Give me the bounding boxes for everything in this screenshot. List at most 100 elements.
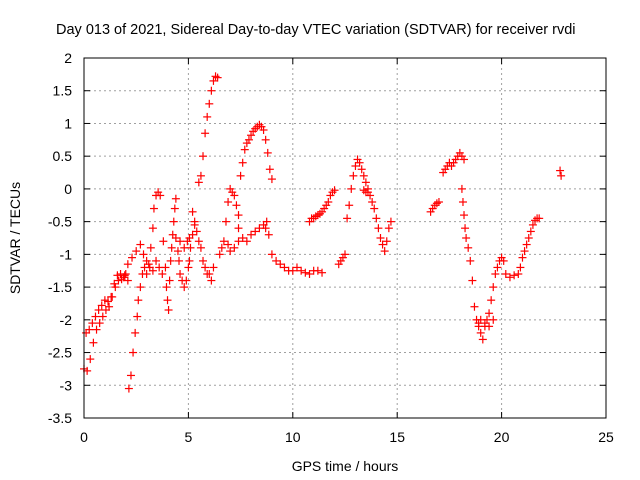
data-point [324,198,333,206]
data-point [165,276,174,285]
data-point [330,186,339,195]
data-point [123,276,132,285]
data-point [213,73,222,82]
data-point [355,158,364,167]
data-point [251,227,260,236]
data-point [510,271,519,280]
data-point [224,198,233,206]
data-point [129,348,138,357]
y-tick-label: -3 [60,377,73,393]
x-tick-label: 15 [389,429,405,445]
data-point [91,312,100,321]
data-point [263,148,272,157]
data-point [359,171,368,180]
data-point [526,227,535,236]
data-point [357,165,366,174]
data-point [318,268,327,277]
data-point [244,135,253,144]
data-point [215,250,224,259]
data-point [226,247,235,256]
data-point [349,171,358,180]
data-point [368,198,377,206]
data-point [345,201,354,210]
y-tick-label: -1.5 [48,279,72,295]
data-point [185,256,194,265]
data-point [128,253,137,262]
data-point [267,175,276,184]
data-point [351,162,360,170]
x-tick-label: 20 [494,429,510,445]
data-point [190,217,199,226]
data-point [288,266,297,275]
tick-labels: 0 5 10 15 20 25 -3.5 -3 -2.5 -2 -1.5 -1 -0.5 0 0.5 1 1.5… [48,50,614,445]
data-point [305,270,314,278]
x-tick-label: 10 [285,429,301,445]
data-point [234,224,243,233]
data-point [131,328,140,337]
data-point [347,184,356,193]
data-point [194,237,203,246]
data-point [524,234,533,242]
data-point [261,135,270,144]
data-point [487,296,496,305]
data-point [219,237,228,246]
data-point [120,271,129,280]
data-point [207,276,216,285]
data-point [132,247,141,256]
data-point [384,224,393,233]
data-point [175,256,184,265]
data-point [171,234,180,242]
data-point [501,270,510,278]
data-point [234,211,243,220]
data-point [261,224,270,233]
data-point [94,306,103,314]
data-point [514,270,523,278]
data-point [265,165,274,174]
data-point [380,247,389,256]
data-point [458,198,467,206]
data-point [489,315,498,324]
data-point [359,186,368,195]
data-point [207,86,216,95]
x-axis-label: GPS time / hours [292,458,399,474]
data-point [466,256,475,265]
data-point [522,240,531,249]
x-tick-label: 0 [80,429,88,445]
data-point [180,283,189,292]
data-point [209,263,218,272]
y-axis-label: SDTVAR / TECUs [7,182,23,294]
data-point [159,237,168,246]
data-point [247,230,256,239]
data-point [491,270,500,278]
data-point [516,263,525,272]
data-point [457,184,466,193]
data-point [142,256,151,265]
data-point [234,237,243,246]
data-point [460,155,469,164]
data-point [313,266,322,275]
data-point [276,260,285,269]
data-point [230,191,239,200]
data-point [211,72,220,81]
data-point [161,263,170,272]
y-tick-label: -1 [60,246,73,262]
data-point [123,260,132,269]
data-point [238,158,247,167]
data-point [92,325,101,334]
data-point [372,214,381,223]
data-point [221,217,230,226]
data-point [230,243,239,252]
data-point [196,243,205,252]
data-point [531,216,540,225]
y-tick-label: -0.5 [48,214,72,230]
data-point [182,276,191,285]
data-point [173,247,182,256]
y-tick-label: -2 [60,312,73,328]
data-point [121,270,130,278]
data-point [505,273,514,282]
data-point [240,145,249,154]
data-point [470,302,479,311]
data-point [485,322,494,331]
data-point [97,301,106,310]
data-point [272,256,281,265]
